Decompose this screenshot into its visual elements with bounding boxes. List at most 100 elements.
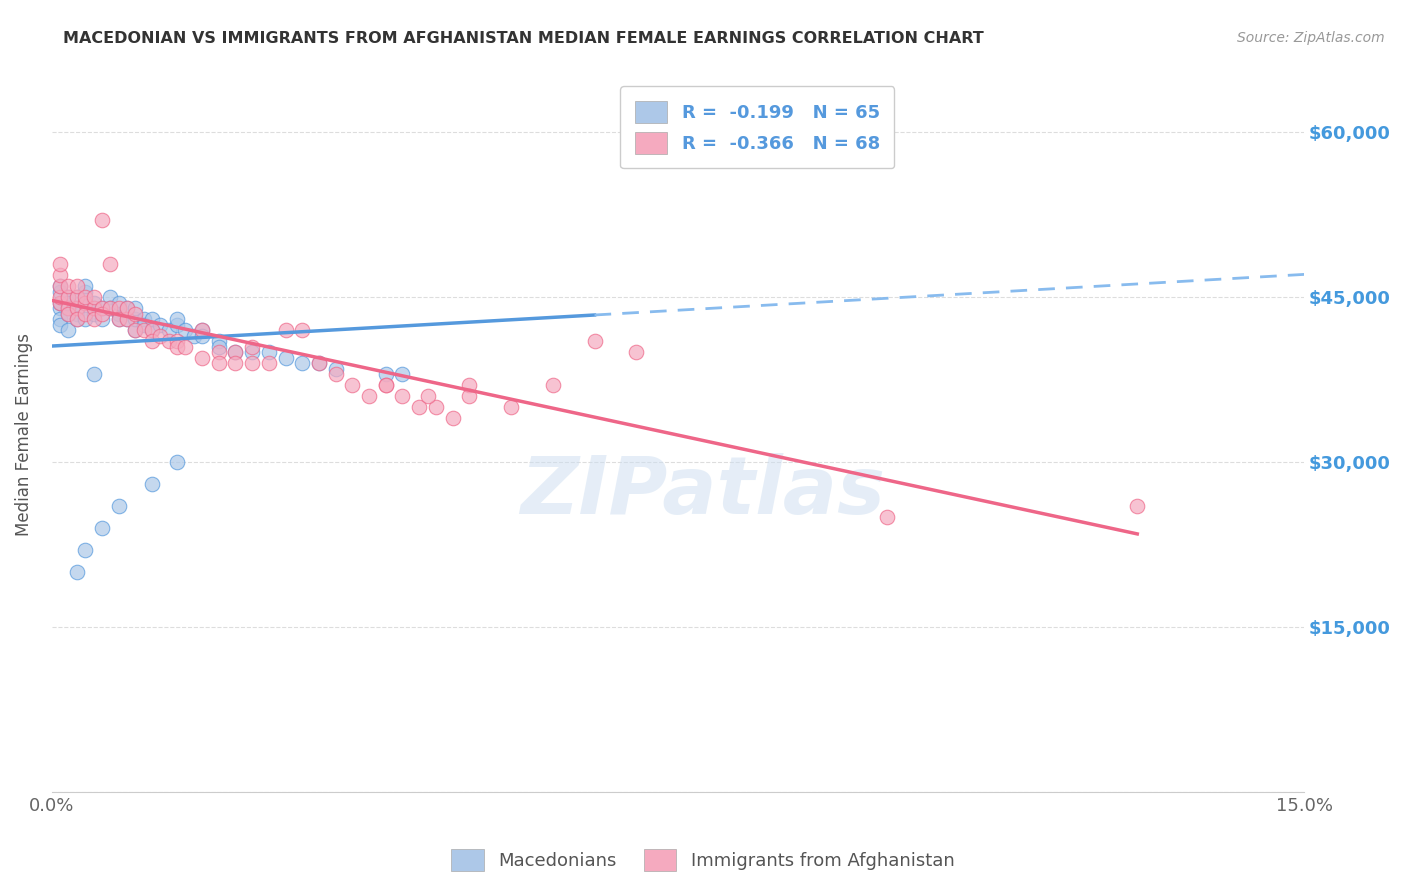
Point <box>224 356 246 370</box>
Point <box>75 279 97 293</box>
Point <box>107 312 129 326</box>
Point <box>157 334 180 348</box>
Point <box>83 290 105 304</box>
Point <box>115 301 138 316</box>
Point <box>66 279 89 293</box>
Point <box>83 367 105 381</box>
Point <box>98 290 121 304</box>
Point <box>374 378 396 392</box>
Point <box>240 356 263 370</box>
Point <box>325 367 347 381</box>
Point <box>357 389 380 403</box>
Point <box>90 307 112 321</box>
Point <box>66 290 89 304</box>
Point <box>49 290 72 304</box>
Point <box>191 328 214 343</box>
Point <box>66 301 89 316</box>
Point <box>274 351 297 365</box>
Point <box>115 312 138 326</box>
Point <box>49 279 72 293</box>
Point <box>124 312 146 326</box>
Point <box>66 307 89 321</box>
Point <box>149 318 172 332</box>
Point <box>541 378 564 392</box>
Y-axis label: Median Female Earnings: Median Female Earnings <box>15 333 32 536</box>
Legend: Macedonians, Immigrants from Afghanistan: Macedonians, Immigrants from Afghanistan <box>444 842 962 879</box>
Point <box>49 279 72 293</box>
Point <box>90 301 112 316</box>
Point <box>83 301 105 316</box>
Point <box>132 323 155 337</box>
Point <box>58 307 80 321</box>
Point <box>208 356 231 370</box>
Point <box>98 301 121 316</box>
Point <box>166 318 188 332</box>
Point <box>83 307 105 321</box>
Point <box>75 295 97 310</box>
Point <box>58 323 80 337</box>
Point <box>115 312 138 326</box>
Point <box>141 323 163 337</box>
Point <box>325 361 347 376</box>
Point <box>58 290 80 304</box>
Point <box>98 301 121 316</box>
Point <box>149 328 172 343</box>
Point <box>98 257 121 271</box>
Point <box>208 345 231 359</box>
Point <box>408 400 430 414</box>
Point <box>141 323 163 337</box>
Point <box>458 378 481 392</box>
Point <box>166 312 188 326</box>
Point <box>191 323 214 337</box>
Point <box>83 312 105 326</box>
Point <box>308 356 330 370</box>
Point <box>83 295 105 310</box>
Point <box>124 301 146 316</box>
Point <box>257 356 280 370</box>
Point <box>240 345 263 359</box>
Point <box>157 323 180 337</box>
Point <box>240 340 263 354</box>
Point <box>141 477 163 491</box>
Point <box>166 455 188 469</box>
Point <box>49 285 72 299</box>
Point <box>66 290 89 304</box>
Point <box>66 312 89 326</box>
Point <box>49 295 72 310</box>
Point <box>49 312 72 326</box>
Point <box>166 340 188 354</box>
Point <box>75 312 97 326</box>
Point <box>257 345 280 359</box>
Point <box>291 356 314 370</box>
Point <box>115 301 138 316</box>
Point <box>90 301 112 316</box>
Text: Source: ZipAtlas.com: Source: ZipAtlas.com <box>1237 31 1385 45</box>
Point <box>583 334 606 348</box>
Point <box>107 499 129 513</box>
Point <box>291 323 314 337</box>
Point <box>49 268 72 283</box>
Point <box>308 356 330 370</box>
Point <box>174 323 197 337</box>
Point <box>75 307 97 321</box>
Point <box>274 323 297 337</box>
Point <box>174 340 197 354</box>
Point <box>391 389 413 403</box>
Point <box>208 334 231 348</box>
Point <box>75 290 97 304</box>
Point <box>107 301 129 316</box>
Point <box>90 521 112 535</box>
Point <box>416 389 439 403</box>
Legend: R =  -0.199   N = 65, R =  -0.366   N = 68: R = -0.199 N = 65, R = -0.366 N = 68 <box>620 87 894 169</box>
Point <box>441 411 464 425</box>
Point <box>191 323 214 337</box>
Point <box>124 323 146 337</box>
Point <box>49 318 72 332</box>
Text: ZIPatlas: ZIPatlas <box>520 453 886 531</box>
Point <box>374 367 396 381</box>
Point <box>458 389 481 403</box>
Point <box>191 351 214 365</box>
Point <box>141 312 163 326</box>
Point <box>58 290 80 304</box>
Point <box>107 307 129 321</box>
